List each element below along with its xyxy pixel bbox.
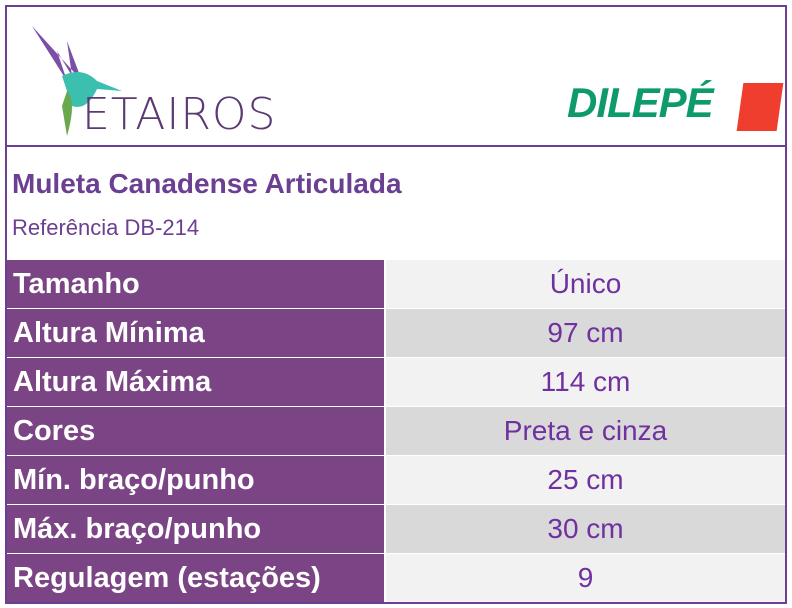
hummingbird-icon	[32, 26, 122, 136]
product-reference: Referência DB-214	[12, 215, 200, 240]
spec-value: 9	[386, 554, 785, 602]
etairos-logo-text: ETAIROS	[82, 89, 277, 140]
spec-label: Mín. braço/punho	[7, 456, 386, 504]
spec-value: Preta e cinza	[386, 407, 785, 455]
spec-value: Único	[386, 260, 785, 308]
product-title: Muleta Canadense Articulada	[12, 168, 402, 199]
spec-label: Regulagem (estações)	[7, 554, 386, 602]
table-row: Altura Máxima 114 cm	[7, 357, 785, 406]
spec-label: Altura Mínima	[7, 309, 386, 357]
spec-label: Altura Máxima	[7, 358, 386, 406]
spec-value: 30 cm	[386, 505, 785, 553]
table-row: Mín. braço/punho 25 cm	[7, 455, 785, 504]
table-row: Máx. braço/punho 30 cm	[7, 504, 785, 553]
table-row: Regulagem (estações) 9	[7, 553, 785, 602]
table-row: Altura Mínima 97 cm	[7, 308, 785, 357]
dilepe-runner-icon	[736, 83, 784, 131]
header: ETAIROS DILEPÉ	[7, 7, 785, 147]
spec-value: 25 cm	[386, 456, 785, 504]
table-row: Tamanho Único	[7, 259, 785, 308]
spec-value: 97 cm	[386, 309, 785, 357]
dilepe-logo: DILEPÉ	[567, 79, 714, 126]
page-frame	[5, 5, 787, 604]
spec-value: 114 cm	[386, 358, 785, 406]
spec-label: Máx. braço/punho	[7, 505, 386, 553]
spec-label: Cores	[7, 407, 386, 455]
spec-table: Tamanho Único Altura Mínima 97 cm Altura M…	[7, 259, 785, 602]
etairos-logo: ETAIROS	[27, 21, 275, 140]
spec-label: Tamanho	[7, 260, 386, 308]
table-row: Cores Preta e cinza	[7, 406, 785, 455]
